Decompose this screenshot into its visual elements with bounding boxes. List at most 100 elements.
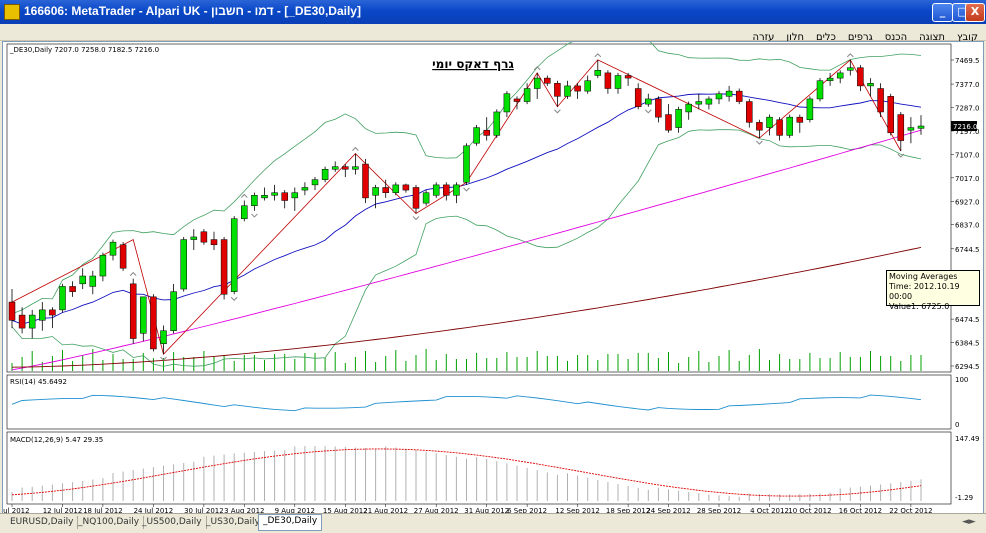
date-label: 24 Jul 2012 [134,507,174,514]
price-label: 7469.5 [955,57,980,65]
chart-canvas[interactable]: 7469.5 7377.0 7287.0 7197.0 7107.0 7017.0 6927… [3,42,983,514]
candle-body [99,254,107,277]
current-price-marker [951,121,977,132]
date-label: 6 Jul 2012 [3,507,30,514]
candle-body [513,98,521,102]
macd-scale-top: 147.49 [955,435,980,443]
date-label: 16 Oct 2012 [839,507,882,514]
candle-body [786,116,793,136]
date-label: 18 Jul 2012 [83,507,123,514]
date-label: 15 Aug 2012 [323,507,368,514]
candle-body [604,72,612,89]
price-label: 7107.0 [955,151,980,159]
price-label: 6294.5 [955,363,980,371]
candle-body [544,77,551,84]
candle-body [331,166,339,170]
candle-body [281,192,288,201]
candle-body [624,75,632,79]
window-title: 166606: MetaTrader - Alpari UK - דמו - ח… [24,4,361,18]
date-label: 18 Sep 2012 [606,507,650,514]
candle-body [271,192,278,196]
candle-body [907,127,915,131]
menu-item-3[interactable]: גרפים [847,32,873,43]
candle-body [655,98,662,118]
menu-items: קובץ תצוגה הכנס גרפים כלים חלון עזרה [740,25,978,44]
candle-body [200,231,208,243]
moving-average-tooltip: Moving Averages Time: 2012.10.19 00:00 V… [886,270,980,311]
tab-nq100[interactable]: _NQ100,Daily [74,516,145,529]
candle-body [129,283,137,339]
tab-de30[interactable]: _DE30,Daily [258,514,323,531]
date-label: 6 Sep 2012 [507,507,547,514]
candle-body [109,241,117,256]
tooltip-value: Value1: 6725.0 [889,302,950,311]
candle-body [39,309,46,321]
price-label: 7017.0 [955,175,980,183]
candle-body [119,244,127,269]
candle-body [443,184,450,196]
candle-body [362,163,369,199]
price-label: 6837.0 [955,222,980,230]
macd-signal-line [11,448,922,497]
candle-body [140,296,147,334]
ma-maroon-line [11,246,922,368]
candle-body [685,103,692,113]
candle-body [220,239,228,295]
menu-item-1[interactable]: תצוגה [919,32,945,43]
chart-window[interactable]: 7469.5 7377.0 7287.0 7197.0 7107.0 7017.0 6927… [2,41,984,515]
rsi-panel-frame [6,374,952,430]
menu-item-4[interactable]: כלים [816,32,836,43]
candle-body [776,119,783,136]
date-label: 31 Aug 2012 [464,507,509,514]
main-panel-frame [6,43,952,373]
candle-body [321,168,329,180]
chart-header: _DE30,Daily 7207.0 7258.0 7182.5 7216.0 [9,46,159,54]
menu-bar: קובץ תצוגה הכנס גרפים כלים חלון עזרה [0,24,986,44]
price-label: 6927.0 [955,198,980,206]
candle-body [190,236,198,240]
fractal-down-arrow [251,213,258,218]
chart-annotation: גרף דאקס יומי [432,57,514,71]
scroll-arrow-icon[interactable]: ◄► [962,517,976,527]
price-label: 7377.0 [955,81,980,89]
menu-item-5[interactable]: חלון [786,32,805,43]
menu-item-6[interactable]: עזרה [752,32,775,43]
candle-body [8,301,16,321]
candle-body [180,239,187,290]
candle-body [160,330,167,344]
candle-body [533,77,541,89]
close-button[interactable]: X [965,3,985,22]
date-label: 21 Aug 2012 [363,507,408,514]
fractal-up-arrow [594,53,602,58]
candle-body [79,275,86,285]
price-label: 6474.5 [955,316,980,324]
candle-body [59,286,66,311]
tab-eurusd[interactable]: EURUSD,Daily [6,516,79,529]
menu-item-0[interactable]: קובץ [957,32,978,43]
fractal-down-arrow [756,140,763,145]
candle-body [554,83,561,97]
menu-item-2[interactable]: הכנס [884,32,908,43]
fractal-down-arrow [412,216,420,221]
minimize-button[interactable]: _ [932,3,953,22]
chart-tab-bar: EURUSD,Daily _NQ100,Daily _US500,Daily _… [0,513,986,533]
candle-body [342,166,349,170]
candle-body [796,116,804,123]
candle-body [170,291,177,331]
tooltip-time: Time: 2012.10.19 00:00 [889,282,960,301]
candle-body [69,286,76,292]
fractal-down-arrow [897,153,905,158]
candle-body [847,67,854,71]
candle-body [675,109,682,128]
fractal-up-arrow [352,146,359,151]
tab-us30[interactable]: _US30,Daily [202,516,265,529]
tab-us500[interactable]: _US500,Daily [138,516,207,529]
tooltip-title: Moving Averages [889,272,958,281]
candle-body [432,184,440,196]
candle-body [806,98,814,121]
ma-blue-line [11,93,922,325]
date-label: 12 Jul 2012 [43,507,83,514]
fractal-up-arrow [240,193,248,198]
candle-body [473,127,480,144]
zigzag-line [11,59,902,355]
